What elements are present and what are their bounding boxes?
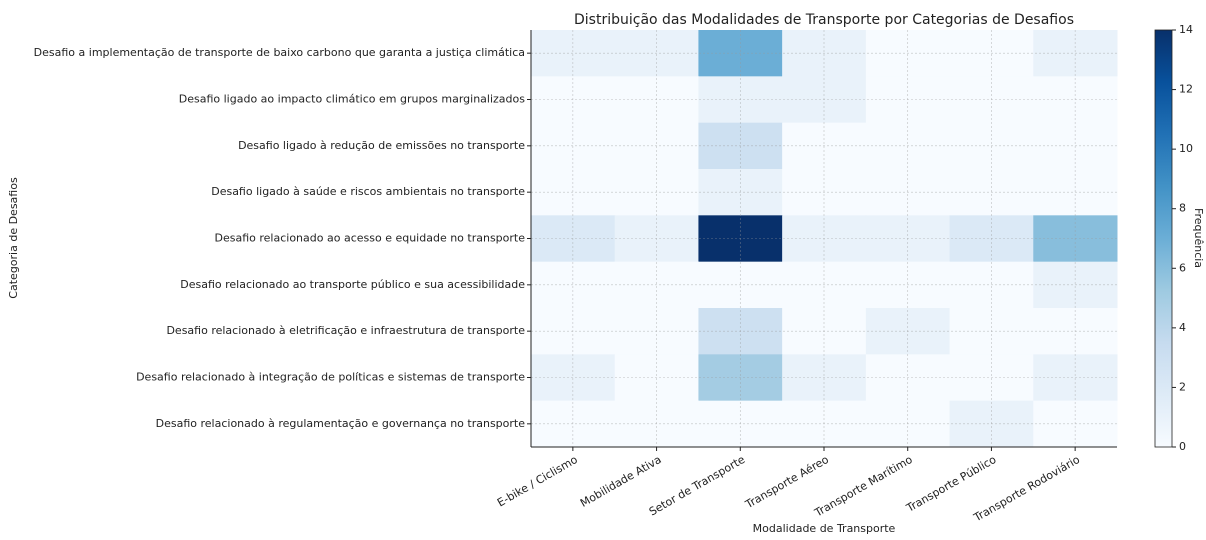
heat-cell xyxy=(531,261,616,309)
x-tick-label: Mobilidade Ativa xyxy=(578,453,664,510)
x-tick-label: Transporte Aéreo xyxy=(742,453,831,512)
colorbar-tick-label: 14 xyxy=(1179,23,1193,36)
y-axis-label: Categoria de Desafios xyxy=(7,177,20,299)
colorbar xyxy=(1154,29,1173,448)
y-tick-label: Desafio ligado ao impacto climático em g… xyxy=(179,93,525,106)
colorbar-tick-label: 10 xyxy=(1179,142,1193,155)
y-tick-label: Desafio ligado à redução de emissões no … xyxy=(238,139,525,152)
colorbar-tick-label: 12 xyxy=(1179,83,1193,96)
colorbar-tick-label: 2 xyxy=(1179,380,1186,393)
heat-cell xyxy=(531,30,616,77)
colorbar-tick-label: 4 xyxy=(1179,321,1186,334)
heat-cell xyxy=(531,169,616,216)
chart-title: Distribuição das Modalidades de Transpor… xyxy=(574,12,1074,28)
y-tick-label: Desafio relacionado ao transporte públic… xyxy=(180,278,525,291)
y-tick-label: Desafio relacionado à regulamentação e g… xyxy=(156,417,526,430)
colorbar-tick-label: 0 xyxy=(1179,440,1186,453)
colorbar-tick-label: 6 xyxy=(1179,261,1186,274)
colorbar-tick-label: 8 xyxy=(1179,202,1186,215)
x-axis-label: Modalidade de Transporte xyxy=(753,522,896,535)
y-tick-label: Desafio relacionado à eletrificação e in… xyxy=(166,324,525,337)
y-tick-label: Desafio a implementação de transporte de… xyxy=(34,46,525,59)
y-tick-label: Desafio ligado à saúde e riscos ambienta… xyxy=(211,185,525,198)
y-tick-label: Desafio relacionado ao acesso e equidade… xyxy=(215,232,526,245)
colorbar-label: Frequência xyxy=(1192,208,1205,268)
x-tick-label: E-bike / Ciclismo xyxy=(495,453,580,510)
y-tick-label: Desafio relacionado à integração de polí… xyxy=(136,371,525,384)
